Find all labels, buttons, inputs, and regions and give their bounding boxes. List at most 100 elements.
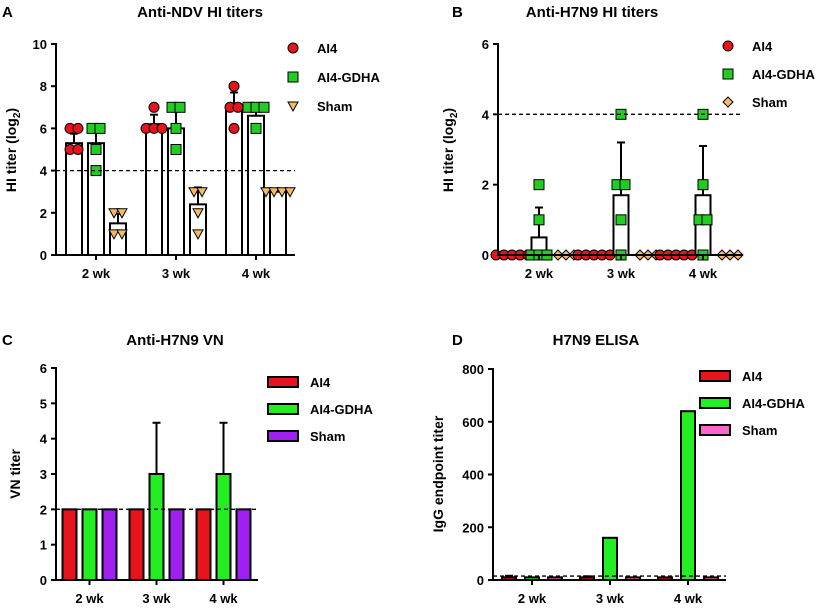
data-point bbox=[170, 144, 182, 155]
bar bbox=[215, 473, 232, 581]
bar bbox=[61, 508, 78, 582]
legend-label: Sham bbox=[742, 423, 777, 438]
bar bbox=[145, 123, 163, 257]
y-tick-label: 800 bbox=[462, 362, 484, 377]
legend-swatch bbox=[267, 376, 299, 388]
y-tick-label: 600 bbox=[462, 415, 484, 430]
y-tick-label: 200 bbox=[462, 520, 484, 535]
bar bbox=[602, 536, 618, 581]
panel-c: C Anti-H7N9 VN VN titer 0 1 2 3 4 5 6 2 wk 3 wk 4… bbox=[2, 332, 373, 606]
data-point bbox=[232, 101, 244, 113]
y-tick-label: 400 bbox=[462, 468, 484, 483]
legend-swatch bbox=[267, 403, 299, 415]
x-tick-label: 2 wk bbox=[75, 591, 104, 606]
panel-d-plot: 0 200 400 600 800 2 wk 3 wk 4 wk AI4 AI4-GDHA Sham bbox=[462, 362, 805, 606]
data-point bbox=[258, 101, 270, 113]
data-point bbox=[615, 214, 627, 226]
data-point bbox=[701, 214, 713, 226]
y-tick-label: 4 bbox=[482, 107, 490, 122]
data-point bbox=[284, 187, 296, 198]
legend-label: AI4 bbox=[752, 39, 773, 54]
x-tick-label: 3 wk bbox=[142, 591, 171, 606]
panel-c-plot: 0 1 2 3 4 5 6 2 wk 3 wk 4 wk AI4 AI4-GDHA Sham bbox=[40, 361, 374, 606]
bar bbox=[81, 508, 98, 582]
bar bbox=[247, 114, 265, 256]
legend-swatch bbox=[699, 424, 731, 436]
bar bbox=[101, 508, 118, 582]
data-point bbox=[192, 229, 204, 240]
bar bbox=[65, 142, 83, 256]
panel-letter-b: B bbox=[452, 4, 463, 21]
panel-a-plot: 0 2 4 6 8 10 2 wk 3 wk 4 wk AI4 AI4-GDHA Sham bbox=[33, 37, 381, 281]
y-tick-label: 4 bbox=[40, 164, 48, 179]
data-point bbox=[268, 187, 280, 198]
legend-label: AI4-GDHA bbox=[742, 396, 805, 411]
data-point bbox=[188, 187, 200, 198]
legend-marker bbox=[287, 71, 299, 83]
y-tick-label: 8 bbox=[40, 79, 47, 94]
x-tick-label: 4 wk bbox=[689, 266, 718, 281]
panel-d: D H7N9 ELISA IgG endpoint titer 0 200 400 6… bbox=[430, 332, 805, 606]
legend-label: AI4-GDHA bbox=[752, 67, 815, 82]
legend-marker bbox=[722, 96, 734, 108]
bar bbox=[87, 142, 105, 256]
y-label-subscript: 2 bbox=[449, 112, 460, 118]
bar bbox=[269, 190, 287, 256]
data-point bbox=[116, 229, 128, 240]
bar bbox=[109, 222, 127, 257]
data-point bbox=[72, 122, 84, 134]
legend-label: Sham bbox=[317, 99, 352, 114]
legend-label: Sham bbox=[310, 429, 345, 444]
bar bbox=[195, 508, 212, 582]
y-tick-label: 0 bbox=[482, 248, 489, 263]
data-point bbox=[619, 179, 631, 191]
panel-letter-d: D bbox=[452, 332, 463, 349]
data-point bbox=[116, 208, 128, 219]
legend-label: AI4 bbox=[317, 41, 338, 56]
panel-a-y-axis-label: HI titer (log2) bbox=[3, 108, 23, 192]
legend-label: AI4 bbox=[310, 375, 331, 390]
x-tick-label: 3 wk bbox=[162, 266, 191, 281]
y-tick-label: 2 bbox=[40, 206, 47, 221]
y-tick-label: 10 bbox=[33, 37, 47, 52]
legend-marker bbox=[722, 40, 734, 52]
legend-label: AI4-GDHA bbox=[310, 402, 373, 417]
legend-marker bbox=[722, 68, 734, 80]
legend-marker bbox=[287, 101, 299, 113]
y-tick-label: 2 bbox=[40, 502, 47, 517]
panel-b-title: Anti-H7N9 HI titers bbox=[526, 4, 659, 21]
data-point bbox=[250, 122, 262, 134]
y-tick-label: 0 bbox=[40, 573, 47, 588]
data-point bbox=[90, 144, 102, 155]
y-tick-label: 3 bbox=[40, 467, 47, 482]
x-tick-label: 4 wk bbox=[242, 266, 271, 281]
data-point bbox=[533, 179, 545, 191]
panel-letter-c: C bbox=[2, 332, 13, 349]
panel-c-y-axis-label: VN titer bbox=[7, 449, 23, 499]
bar bbox=[680, 410, 696, 582]
panel-a-title: Anti-NDV HI titers bbox=[137, 4, 263, 21]
legend-marker bbox=[287, 42, 299, 54]
panel-b: B Anti-H7N9 HI titers HI titer (log2) 0 2… bbox=[440, 4, 815, 281]
panel-b-y-axis-label: HI titer (log2) bbox=[440, 108, 460, 192]
bar bbox=[148, 473, 165, 581]
data-point bbox=[108, 208, 120, 219]
data-point bbox=[170, 122, 182, 134]
x-tick-label: 3 wk bbox=[596, 591, 625, 606]
y-label-close: ) bbox=[3, 108, 19, 113]
panel-d-y-axis-label: IgG endpoint titer bbox=[430, 415, 446, 532]
data-point bbox=[276, 187, 288, 198]
data-point bbox=[108, 229, 120, 240]
panel-c-title: Anti-H7N9 VN bbox=[126, 332, 224, 349]
legend-label: AI4-GDHA bbox=[317, 70, 380, 85]
y-tick-label: 6 bbox=[40, 121, 47, 136]
y-tick-label: 0 bbox=[477, 573, 484, 588]
y-tick-label: 6 bbox=[482, 37, 489, 52]
data-point bbox=[533, 214, 545, 226]
data-point bbox=[196, 187, 208, 198]
y-tick-label: 0 bbox=[40, 248, 47, 263]
legend-swatch bbox=[699, 370, 731, 382]
bar bbox=[168, 508, 185, 582]
y-tick-label: 4 bbox=[40, 432, 48, 447]
y-label-close: ) bbox=[440, 108, 456, 113]
